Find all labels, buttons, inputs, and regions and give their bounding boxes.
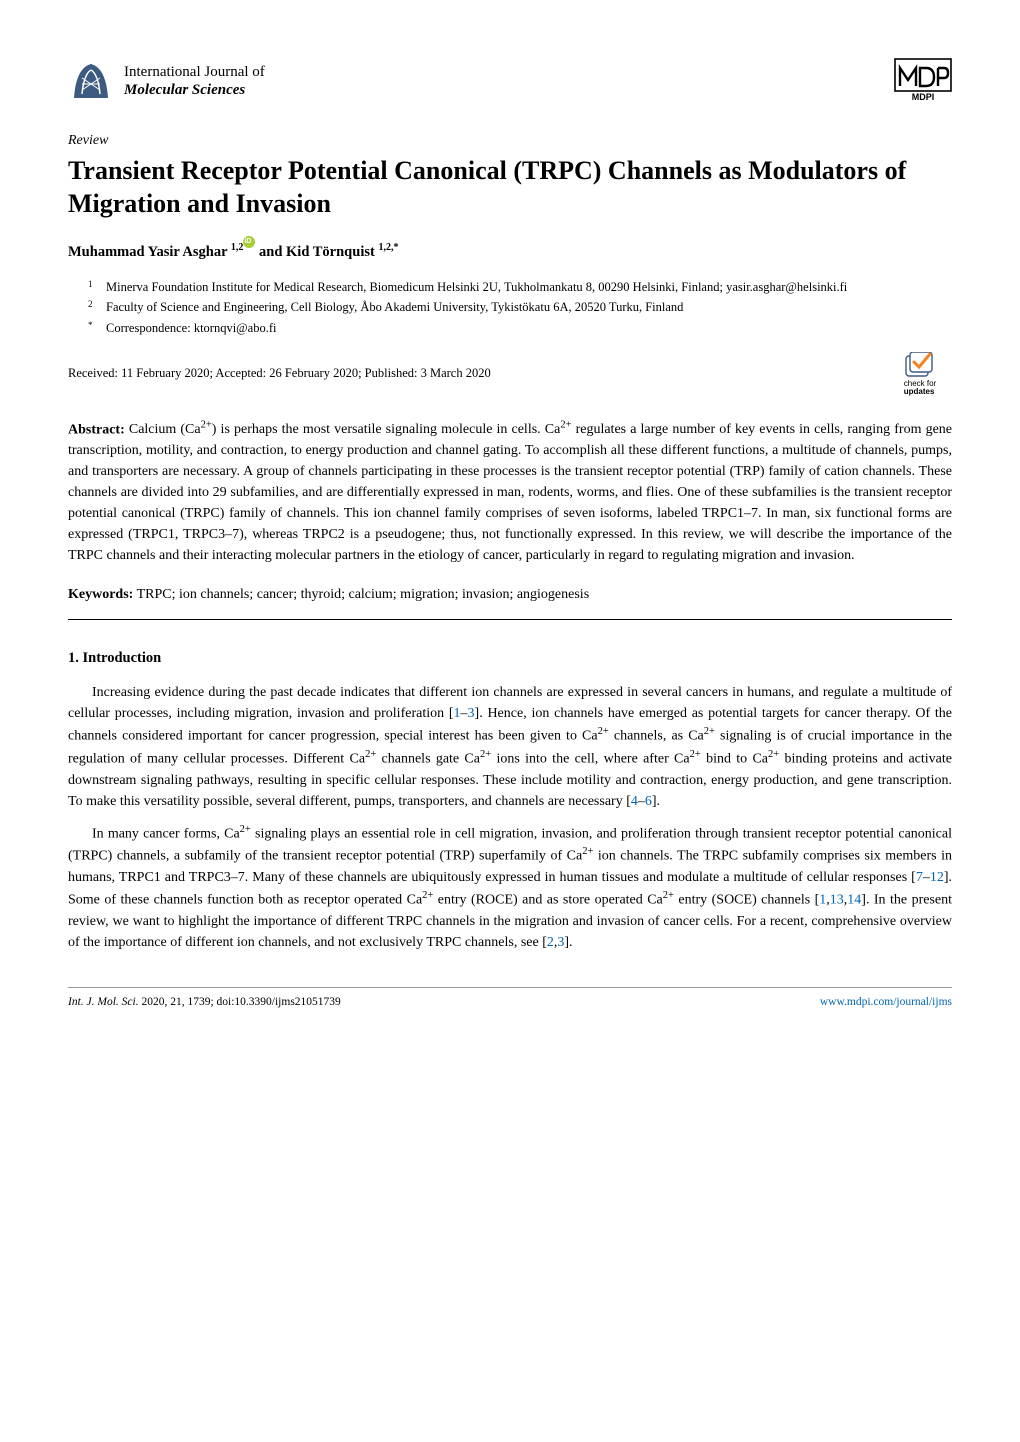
affiliations: 1 Minerva Foundation Institute for Medic… [68,278,952,338]
citation-link[interactable]: 7 [916,870,923,885]
affiliation-row: 2 Faculty of Science and Engineering, Ce… [88,298,952,317]
updates-badge-text2: updates [904,387,935,396]
orcid-icon[interactable] [243,236,255,248]
journal-name: International Journal of Molecular Scien… [124,63,265,99]
author-separator: and [259,244,286,260]
article-type: Review [68,130,952,151]
footer-citation: 2020, 21, 1739; doi:10.3390/ijms21051739 [139,996,341,1008]
affiliation-text: Faculty of Science and Engineering, Cell… [106,298,683,317]
body-paragraph: Increasing evidence during the past deca… [68,682,952,811]
affiliation-text: Correspondence: ktornqvi@abo.fi [106,319,277,338]
author-2-affil: 1,2,* [378,242,398,253]
keywords-label: Keywords: [68,587,133,602]
citation-link[interactable]: 6 [645,794,652,809]
journal-logo-icon [68,58,114,104]
affiliation-num: * [88,319,98,338]
affiliation-num: 2 [88,298,98,317]
citation-link[interactable]: 12 [930,870,944,885]
separator-line [68,619,952,620]
affiliation-num: 1 [88,278,98,297]
citation-link[interactable]: 2 [547,935,554,950]
citation-link[interactable]: 13 [830,893,844,908]
dates-row: Received: 11 February 2020; Accepted: 26… [68,352,952,396]
authors: Muhammad Yasir Asghar 1,2 and Kid Törnqu… [68,238,952,264]
affiliation-row: * Correspondence: ktornqvi@abo.fi [88,319,952,338]
dates-text: Received: 11 February 2020; Accepted: 26… [68,364,491,383]
journal-block: International Journal of Molecular Scien… [68,58,265,104]
check-updates-badge[interactable]: check for updates [888,352,952,396]
footer-right: www.mdpi.com/journal/ijms [820,994,952,1011]
footer-row: Int. J. Mol. Sci. 2020, 21, 1739; doi:10… [68,987,952,1011]
abstract: Abstract: Calcium (Ca2+) is perhaps the … [68,418,952,567]
citation-link[interactable]: 1 [819,893,826,908]
body-paragraph: In many cancer forms, Ca2+ signaling pla… [68,822,952,953]
journal-name-line1: International Journal of [124,63,265,81]
citation-link[interactable]: 3 [557,935,564,950]
footer-url-link[interactable]: www.mdpi.com/journal/ijms [820,996,952,1008]
author-1-affil: 1,2 [231,242,244,253]
footer-journal-abbrev: Int. J. Mol. Sci. [68,996,139,1008]
header-row: International Journal of Molecular Scien… [68,58,952,104]
abstract-text: Calcium (Ca2+) is perhaps the most versa… [68,422,952,563]
abstract-label: Abstract: [68,422,125,437]
affiliation-text: Minerva Foundation Institute for Medical… [106,278,847,297]
keywords-text: TRPC; ion channels; cancer; thyroid; cal… [133,587,589,602]
mdpi-logo-icon: MDPI [894,58,952,102]
affiliation-row: 1 Minerva Foundation Institute for Medic… [88,278,952,297]
svg-text:MDPI: MDPI [912,92,935,102]
citation-link[interactable]: 3 [468,706,475,721]
footer-left: Int. J. Mol. Sci. 2020, 21, 1739; doi:10… [68,994,341,1011]
author-2-name: Kid Törnquist [286,244,375,260]
section-heading: 1. Introduction [68,648,952,670]
article-title: Transient Receptor Potential Canonical (… [68,155,952,220]
author-1-name: Muhammad Yasir Asghar [68,244,227,260]
citation-link[interactable]: 1 [454,706,461,721]
citation-link[interactable]: 14 [847,893,861,908]
citation-link[interactable]: 4 [631,794,638,809]
journal-name-line2: Molecular Sciences [124,81,265,99]
keywords: Keywords: TRPC; ion channels; cancer; th… [68,584,952,605]
